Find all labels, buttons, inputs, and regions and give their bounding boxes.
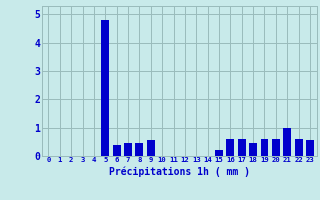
Bar [249,143,257,156]
Bar [238,139,246,156]
X-axis label: Précipitations 1h ( mm ): Précipitations 1h ( mm ) [109,166,250,177]
Bar [295,139,303,156]
Bar [101,20,109,156]
Bar [260,139,268,156]
Bar [215,150,223,156]
Bar [226,139,234,156]
Bar [306,140,314,156]
Bar [124,143,132,156]
Bar [283,128,291,156]
Bar [113,145,121,156]
Bar [147,140,155,156]
Bar [272,139,280,156]
Bar [135,143,143,156]
